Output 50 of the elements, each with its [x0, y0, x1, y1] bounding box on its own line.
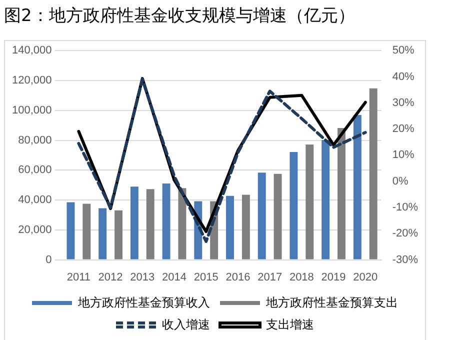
- y2-tick-label: 10%: [392, 149, 415, 162]
- legend-label: 地方政府性基金预算支出: [265, 295, 398, 310]
- y2-tick-label: 30%: [392, 96, 415, 109]
- y-tick-label: 20,000: [18, 224, 52, 236]
- y2-tick-label: 50%: [392, 44, 415, 57]
- bar: [290, 152, 298, 260]
- y2-tick-label: -20%: [392, 228, 418, 240]
- legend-label: 地方政府性基金预算收入: [77, 295, 210, 310]
- y-tick-label: 100,000: [12, 104, 52, 116]
- bar: [66, 202, 75, 260]
- y-tick-label: 120,000: [12, 74, 52, 87]
- bar: [162, 183, 170, 260]
- bar: [338, 128, 346, 260]
- bar: [226, 196, 234, 260]
- x-tick-label: 2017: [258, 271, 282, 284]
- x-tick-label: 2011: [66, 271, 91, 284]
- bar: [274, 174, 282, 260]
- x-tick-label: 2020: [353, 271, 378, 284]
- legend-label: 支出增速: [266, 317, 314, 332]
- y2-tick-label: 0%: [392, 175, 408, 188]
- chart-title: 图2：地方政府性基金收支规模与增速（亿元）: [4, 5, 356, 28]
- x-tick-label: 2018: [289, 271, 314, 284]
- bar: [178, 188, 186, 260]
- bar: [82, 204, 91, 260]
- bar: [242, 194, 250, 260]
- y2-tick-label: 20%: [392, 123, 415, 136]
- y-tick-label: 140,000: [12, 44, 52, 57]
- y-tick-label: 80,000: [18, 134, 52, 146]
- x-tick-label: 2019: [321, 271, 346, 284]
- y-tick-label: 0: [46, 254, 52, 266]
- x-tick-label: 2013: [130, 271, 155, 284]
- x-tick-label: 2015: [194, 271, 218, 284]
- x-tick-label: 2016: [226, 271, 250, 284]
- y-tick-label: 40,000: [18, 194, 52, 206]
- bar: [98, 208, 107, 260]
- y2-tick-label: -10%: [392, 202, 418, 214]
- y2-tick-label: -30%: [392, 254, 418, 266]
- bar: [369, 88, 378, 260]
- bar: [306, 144, 314, 260]
- x-tick-label: 2014: [162, 271, 186, 284]
- bar: [258, 172, 266, 260]
- bar: [353, 115, 362, 260]
- bar: [130, 186, 138, 260]
- y-tick-label: 60,000: [18, 164, 52, 176]
- x-tick-label: 2012: [98, 271, 123, 284]
- bar: [146, 189, 154, 260]
- bar: [322, 140, 330, 260]
- legend-label: 收入增速: [162, 317, 210, 332]
- bar: [114, 210, 122, 260]
- y2-tick-label: 40%: [392, 70, 415, 83]
